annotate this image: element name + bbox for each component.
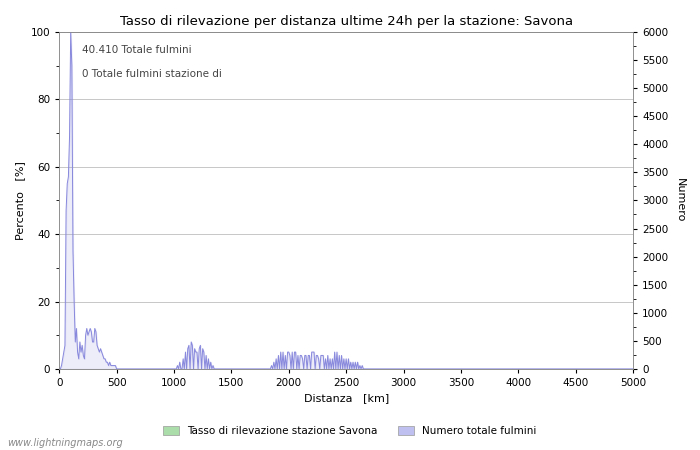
Legend: Tasso di rilevazione stazione Savona, Numero totale fulmini: Tasso di rilevazione stazione Savona, Nu… <box>159 422 541 440</box>
Text: 40.410 Totale fulmini: 40.410 Totale fulmini <box>82 45 192 55</box>
X-axis label: Distanza   [km]: Distanza [km] <box>304 393 389 404</box>
Y-axis label: Percento   [%]: Percento [%] <box>15 161 25 240</box>
Text: www.lightningmaps.org: www.lightningmaps.org <box>7 437 122 447</box>
Y-axis label: Numero: Numero <box>675 178 685 223</box>
Title: Tasso di rilevazione per distanza ultime 24h per la stazione: Savona: Tasso di rilevazione per distanza ultime… <box>120 15 573 28</box>
Text: 0 Totale fulmini stazione di: 0 Totale fulmini stazione di <box>82 69 222 79</box>
